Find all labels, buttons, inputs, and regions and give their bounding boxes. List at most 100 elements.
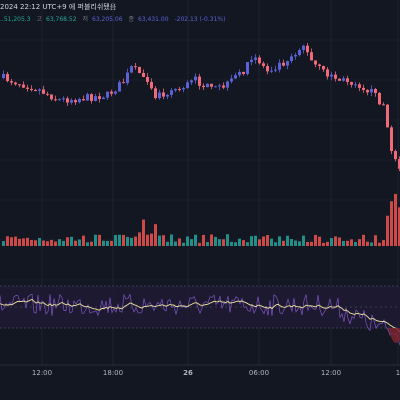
candle-body <box>326 69 329 77</box>
candle-body <box>166 94 169 97</box>
volume-bar <box>190 239 193 246</box>
rsi-line <box>0 293 400 346</box>
candle-body <box>366 89 369 93</box>
volume-bar <box>54 241 57 246</box>
candle-body <box>246 62 249 74</box>
volume-bar <box>366 241 369 246</box>
candle-body <box>174 89 177 91</box>
candle-body <box>126 72 129 84</box>
close-label: 종 <box>128 16 134 23</box>
volume-bar <box>30 239 33 246</box>
candle-body <box>198 76 201 86</box>
volume-bar <box>226 234 229 246</box>
candle-body <box>318 64 321 67</box>
volume-bar <box>2 241 5 246</box>
volume-bar <box>342 240 345 246</box>
candle-body <box>102 97 105 100</box>
volume-bar <box>38 237 41 246</box>
candle-body <box>362 87 365 90</box>
volume-bar <box>206 242 209 246</box>
candle-body <box>30 88 33 91</box>
volume-bar <box>390 201 393 246</box>
volume-bar <box>398 207 400 246</box>
volume-bar <box>214 236 217 246</box>
volume-bar <box>194 234 197 246</box>
volume-bar <box>182 242 185 246</box>
candle-body <box>266 65 269 72</box>
volume-bar <box>118 234 121 246</box>
candle-body <box>334 74 337 79</box>
time-axis-label: 12:00 <box>321 369 341 377</box>
candle-body <box>6 74 9 82</box>
candle-body <box>34 90 37 92</box>
volume-bar <box>162 235 165 246</box>
volume-bar <box>274 242 277 246</box>
volume-bar <box>174 241 177 246</box>
volume-bar <box>310 241 313 246</box>
candle-body <box>186 82 189 89</box>
volume-bar <box>290 239 293 246</box>
candle-body <box>250 59 253 63</box>
volume-bar <box>346 240 349 246</box>
change-value: -202.13 (-0.31%) <box>174 16 226 23</box>
volume-bar <box>378 242 381 246</box>
volume-bar <box>210 234 213 246</box>
candle-body <box>130 66 133 73</box>
candle-body <box>26 87 29 89</box>
candle-body <box>286 61 289 66</box>
volume-bar <box>306 241 309 246</box>
open-value: ..51,205.3 <box>0 16 31 23</box>
volume-bar <box>178 238 181 246</box>
candle-body <box>74 100 77 103</box>
volume-bar <box>270 238 273 246</box>
volume-bar <box>394 193 397 246</box>
volume-bar <box>170 234 173 246</box>
volume-bar <box>78 239 81 246</box>
high-value: 63,768.52 <box>46 16 77 23</box>
candle-body <box>214 86 217 88</box>
volume-bar <box>46 241 49 246</box>
candle-body <box>282 62 285 66</box>
volume-bar <box>22 238 25 246</box>
volume-bar <box>330 238 333 246</box>
candle-body <box>394 151 397 160</box>
candle-body <box>254 57 257 60</box>
volume-bar <box>234 242 237 246</box>
volume-bar <box>294 240 297 246</box>
candle-body <box>398 159 400 169</box>
volume-bar <box>42 240 45 246</box>
candle-body <box>42 89 45 94</box>
candle-body <box>310 52 313 61</box>
candle-body <box>50 94 53 100</box>
candle-body <box>218 85 221 87</box>
low-label: 저 <box>82 16 88 23</box>
volume-bar <box>134 236 137 246</box>
candle-body <box>374 89 377 93</box>
candle-body <box>162 92 165 97</box>
candle-body <box>270 70 273 72</box>
volume-bar <box>6 236 9 246</box>
candle-body <box>350 81 353 85</box>
volume-bar <box>374 235 377 246</box>
candle-body <box>258 57 261 64</box>
candle-body <box>202 85 205 88</box>
candle-body <box>234 75 237 79</box>
candle-body <box>134 66 137 68</box>
candle-body <box>190 80 193 83</box>
candle-body <box>86 94 89 101</box>
low-value: 63,205.06 <box>92 16 123 23</box>
volume-bar <box>86 242 89 246</box>
candle-body <box>354 84 357 86</box>
volume-bar <box>18 238 21 246</box>
volume-bar <box>58 239 61 246</box>
candle-body <box>378 92 381 105</box>
candle-body <box>54 99 57 101</box>
candle-body <box>94 96 97 101</box>
close-value: 63,431.00 <box>138 16 169 23</box>
candle-body <box>118 82 121 92</box>
volume-bar <box>254 235 257 246</box>
candle-body <box>262 63 265 66</box>
candle-body <box>154 88 157 99</box>
